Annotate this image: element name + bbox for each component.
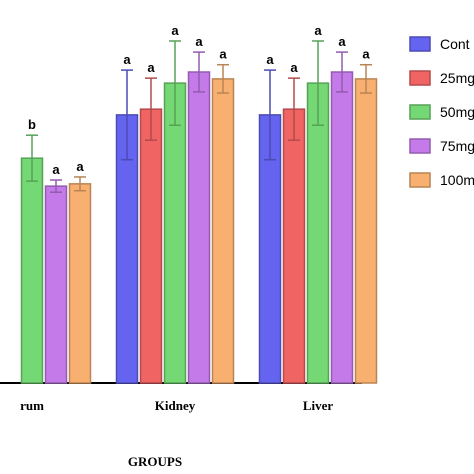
significance-letter: a [52, 162, 60, 177]
significance-letter: a [338, 34, 346, 49]
bar [330, 71, 354, 384]
legend-label: 75mg [440, 138, 474, 154]
significance-letter: a [147, 60, 155, 75]
legend-label: 100m [440, 172, 474, 188]
significance-letter: a [123, 52, 131, 67]
x-tick-label: Liver [303, 398, 334, 413]
legend-label: 25mg [440, 70, 474, 86]
legend-swatch [409, 104, 431, 120]
x-axis-title: GROUPS [128, 454, 182, 469]
bar [20, 157, 44, 384]
bar [306, 82, 330, 384]
legend-label: Cont [440, 36, 470, 52]
x-tick-label: Kidney [155, 398, 196, 413]
bar [139, 108, 163, 384]
bar [354, 78, 378, 384]
significance-letter: a [219, 47, 227, 62]
bar [187, 71, 211, 384]
legend-swatch [409, 138, 431, 154]
significance-letter: b [28, 117, 36, 132]
bar [211, 78, 235, 384]
bar [44, 185, 68, 384]
significance-letter: a [195, 34, 203, 49]
significance-letter: a [362, 47, 370, 62]
significance-letter: a [266, 52, 274, 67]
legend-swatch [409, 172, 431, 188]
significance-letter: a [76, 159, 84, 174]
legend-label: 50mg [440, 104, 474, 120]
significance-letter: a [171, 23, 179, 38]
legend-swatch [409, 36, 431, 52]
legend-swatch [409, 70, 431, 86]
bar [163, 82, 187, 384]
significance-letter: a [290, 60, 298, 75]
bar [282, 108, 306, 384]
bar [68, 183, 92, 384]
significance-letter: a [314, 23, 322, 38]
x-tick-label: rum [20, 398, 44, 413]
